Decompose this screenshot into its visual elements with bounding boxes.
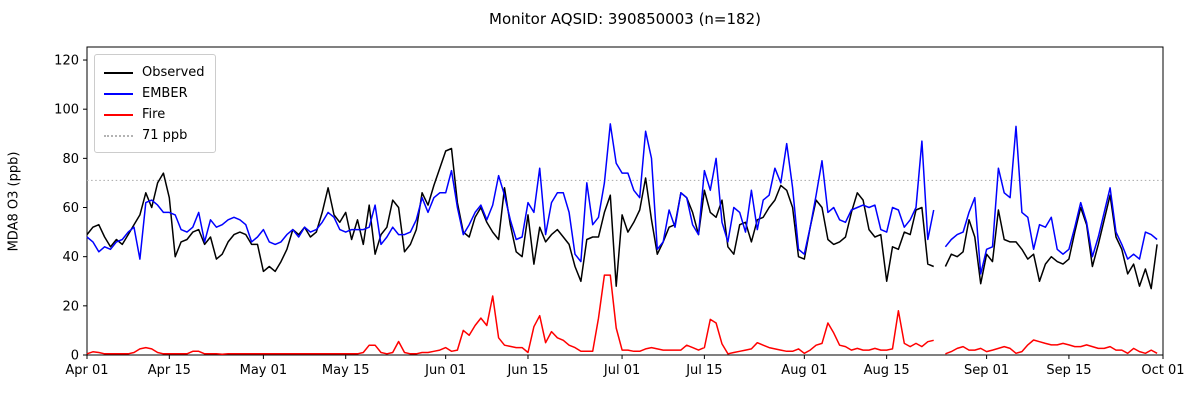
- ember-line-sample: [104, 92, 133, 95]
- y-tick-label: 60: [62, 201, 79, 216]
- observed-line-sample: [104, 71, 133, 74]
- y-tick-label: 120: [54, 54, 79, 69]
- fire-line: [945, 339, 1158, 355]
- y-tick-label: 100: [54, 103, 79, 118]
- x-tick-label: Jun 01: [424, 363, 466, 378]
- ember-line: [944, 125, 1158, 275]
- y-tick-label: 40: [62, 250, 79, 265]
- x-tick-label: Oct 01: [1141, 363, 1184, 378]
- x-tick-label: Jul 01: [603, 363, 640, 378]
- observed-line: [944, 194, 1158, 290]
- legend-item-fire: Fire: [104, 104, 205, 125]
- x-tick-label: Jun 15: [506, 363, 548, 378]
- threshold-line-sample: [104, 134, 133, 137]
- y-tick-label: 80: [62, 152, 79, 167]
- x-tick-label: Sep 15: [1046, 363, 1091, 378]
- observed-line: [86, 147, 934, 287]
- x-tick-label: Aug 01: [781, 363, 827, 378]
- fire-line-sample: [104, 113, 133, 116]
- x-tick-label: Aug 15: [864, 363, 910, 378]
- legend-label: 71 ppb: [142, 128, 188, 143]
- legend-item-ember: EMBER: [104, 83, 205, 104]
- legend: Observed EMBER Fire 71 ppb: [94, 54, 216, 153]
- legend-label: Fire: [142, 107, 166, 122]
- x-tick-label: Sep 01: [964, 363, 1009, 378]
- y-tick-label: 0: [71, 349, 79, 364]
- fire-line: [86, 274, 934, 356]
- x-tick-label: Apr 15: [148, 363, 191, 378]
- legend-label: EMBER: [142, 86, 188, 101]
- y-axis-label: MDA8 O3 (ppb): [6, 151, 22, 252]
- legend-item-observed: Observed: [104, 62, 205, 83]
- x-tick-label: May 01: [240, 363, 288, 378]
- x-tick-label: Jul 15: [685, 363, 722, 378]
- x-tick-label: May 15: [322, 363, 370, 378]
- legend-label: Observed: [142, 65, 205, 80]
- chart-title: Monitor AQSID: 390850003 (n=182): [489, 10, 761, 28]
- legend-item-threshold: 71 ppb: [104, 125, 205, 146]
- ember-line: [86, 123, 935, 263]
- y-tick-label: 20: [62, 299, 79, 314]
- x-tick-label: Apr 01: [65, 363, 108, 378]
- plot-area: [86, 46, 1164, 356]
